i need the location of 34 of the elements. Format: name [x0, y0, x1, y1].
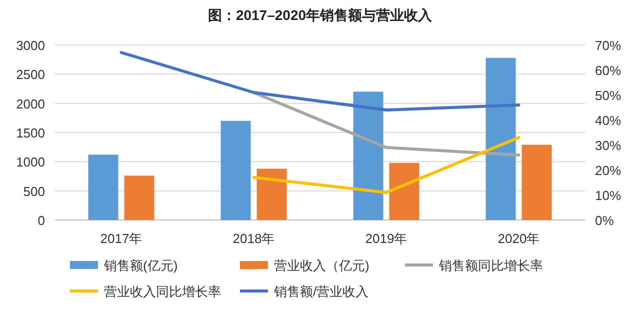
legend-label: 营业收入同比增长率: [104, 284, 221, 299]
line-series: [120, 51, 520, 112]
bar: [389, 162, 420, 220]
legend-label: 销售额同比增长率: [438, 258, 543, 273]
y2-tick-label: 50%: [595, 88, 622, 103]
y2-tick-label: 30%: [595, 138, 622, 153]
y-tick-label: 0: [38, 213, 45, 228]
chart-title: 图：2017–2020年销售额与营业收入: [208, 7, 434, 23]
bar: [522, 144, 552, 220]
bar: [124, 176, 154, 220]
x-tick-label: 2017年: [100, 231, 142, 246]
y2-tick-label: 70%: [595, 38, 622, 53]
y-tick-label: 2000: [16, 96, 45, 112]
bar: [353, 92, 384, 220]
legend-label: 营业收入（亿元): [274, 258, 370, 273]
x-tick-label: 2019年: [365, 231, 408, 246]
y-tick-label: 1000: [16, 154, 45, 170]
y2-tick-label: 40%: [595, 113, 622, 128]
x-tick-label: 2018年: [232, 231, 275, 246]
y-tick-label: 2500: [16, 67, 45, 82]
y2-tick-label: 0%: [595, 213, 614, 228]
y-tick-label: 1500: [16, 126, 45, 140]
y2-tick-label: 20%: [595, 163, 622, 178]
y2-tick-label: 60%: [595, 63, 622, 78]
y-tick-label: 3000: [16, 38, 45, 53]
y2-tick-label: 10%: [595, 188, 622, 203]
bar: [88, 154, 118, 220]
y-tick-label: 500: [23, 184, 45, 199]
bar: [220, 120, 251, 220]
legend-label: 销售额(亿元): [103, 258, 178, 273]
bar: [486, 58, 516, 220]
bar: [256, 168, 287, 220]
legend-label: 销售额/营业收入: [273, 284, 369, 299]
x-tick-label: 2020年: [498, 231, 540, 246]
